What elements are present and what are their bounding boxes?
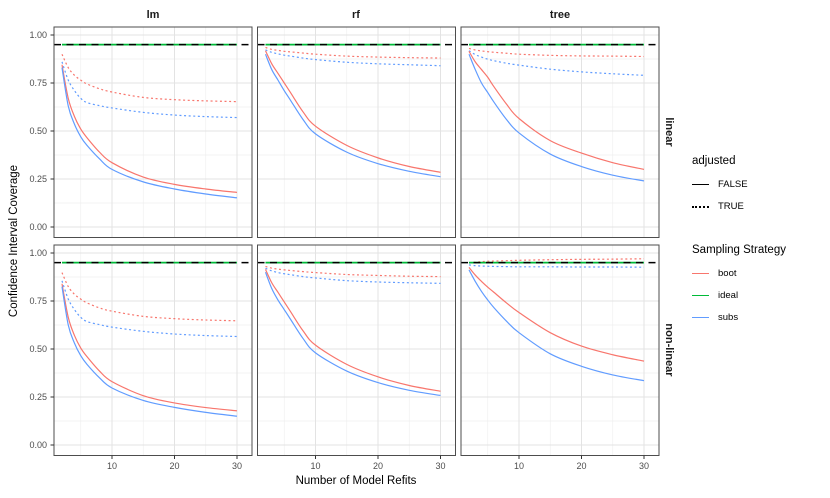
subs-color-key-icon: [692, 317, 709, 318]
line-subs-adjusted-TRUE: [468, 50, 645, 76]
dotted-line-key-icon: [692, 205, 709, 208]
solid-line-key-icon: [692, 184, 709, 185]
boot-color-key-icon: [692, 273, 709, 274]
line-boot-adjusted-TRUE: [265, 265, 441, 278]
legend-entry-label: subs: [718, 312, 739, 323]
line-boot-adjusted-TRUE: [468, 47, 645, 58]
ideal-color-key-icon: [692, 295, 709, 296]
panel-border: [460, 26, 660, 238]
legend-entry-ideal: ideal: [692, 288, 786, 303]
legend-group-sampling-strategy: Sampling Strategy boot ideal subs: [692, 244, 786, 325]
line-subs-adjusted-FALSE: [264, 271, 441, 397]
legend-entry-false: FALSE: [692, 177, 786, 192]
x-axis-tick-label: 10: [514, 461, 524, 471]
facet-panel-rf-linear: [257, 27, 456, 238]
y-axis-tick-label: 0.00: [29, 440, 47, 450]
line-subs-adjusted-FALSE: [61, 286, 238, 417]
panel-border: [257, 244, 456, 456]
facet-col-strip-rf: rf: [352, 9, 360, 21]
facet-panel-tree-non-linear: [461, 245, 659, 456]
x-axis-tick-label: 10: [310, 461, 320, 471]
y-axis-tick-label: 1.00: [29, 30, 47, 40]
y-axis-tick-label: 1.00: [29, 248, 47, 258]
legend: adjusted FALSE TRUE Sampling Strategy bo…: [692, 155, 786, 332]
facet-col-strip-lm: lm: [146, 9, 160, 21]
line-boot-adjusted-FALSE: [61, 283, 238, 412]
line-boot-adjusted-FALSE: [468, 51, 645, 170]
legend-entry-label: boot: [718, 268, 737, 279]
facet-panel-lm-non-linear: [54, 245, 252, 456]
line-subs-adjusted-TRUE: [468, 264, 645, 268]
facet-panel-tree-linear: [461, 27, 659, 238]
x-axis-tick-label: 30: [232, 461, 242, 471]
line-boot-adjusted-FALSE: [264, 269, 441, 392]
line-subs-adjusted-TRUE: [61, 61, 238, 119]
panel-border: [53, 26, 253, 238]
line-subs-adjusted-FALSE: [468, 53, 645, 182]
legend-entry-subs: subs: [692, 310, 786, 325]
x-axis-title: Number of Model Refits: [295, 475, 417, 487]
y-axis-tick-label: 0.75: [29, 296, 47, 306]
y-axis-tick-label: 0.00: [29, 222, 47, 232]
panel-border: [53, 244, 253, 456]
line-boot-adjusted-FALSE: [264, 50, 441, 173]
legend-entry-boot: boot: [692, 266, 786, 281]
facet-col-strip-tree: tree: [549, 9, 571, 21]
y-axis-tick-label: 0.50: [29, 344, 47, 354]
line-subs-adjusted-FALSE: [264, 53, 441, 178]
legend-group-adjusted: adjusted FALSE TRUE: [692, 155, 786, 214]
line-subs-adjusted-TRUE: [61, 280, 238, 338]
facet-row-strip-linear: linear: [663, 117, 675, 147]
y-axis-tick-label: 0.25: [29, 174, 47, 184]
y-axis-tick-label: 0.50: [29, 126, 47, 136]
line-boot-adjusted-FALSE: [468, 267, 645, 362]
legend-title-sampling-strategy: Sampling Strategy: [692, 244, 786, 256]
facet-row-strip-nonlinear: non-linear: [663, 323, 675, 377]
y-axis-title: Confidence Interval Coverage: [8, 164, 20, 318]
x-axis-tick-label: 30: [435, 461, 445, 471]
x-axis-tick-label: 20: [373, 461, 383, 471]
line-subs-adjusted-TRUE: [265, 49, 441, 67]
legend-entry-true: TRUE: [692, 199, 786, 214]
legend-entry-label: ideal: [718, 290, 739, 301]
line-subs-adjusted-FALSE: [468, 269, 645, 382]
x-axis-tick-label: 10: [107, 461, 117, 471]
facet-panel-rf-non-linear: [257, 245, 456, 456]
line-boot-adjusted-TRUE: [61, 53, 238, 103]
y-axis-tick-label: 0.75: [29, 78, 47, 88]
legend-title-adjusted: adjusted: [692, 155, 736, 167]
line-subs-adjusted-TRUE: [265, 267, 441, 284]
y-axis-tick-label: 0.25: [29, 392, 47, 402]
panel-border: [460, 244, 660, 456]
line-boot-adjusted-TRUE: [61, 272, 238, 322]
x-axis-tick-label: 20: [169, 461, 179, 471]
facet-panel-lm-linear: [54, 27, 252, 238]
legend-entry-label: TRUE: [718, 201, 744, 212]
line-boot-adjusted-FALSE: [61, 64, 238, 194]
x-axis-tick-label: 30: [639, 461, 649, 471]
panel-border: [257, 26, 456, 238]
x-axis-tick-label: 20: [576, 461, 586, 471]
line-boot-adjusted-TRUE: [265, 46, 441, 59]
line-subs-adjusted-FALSE: [61, 67, 238, 199]
legend-entry-label: FALSE: [718, 179, 748, 190]
